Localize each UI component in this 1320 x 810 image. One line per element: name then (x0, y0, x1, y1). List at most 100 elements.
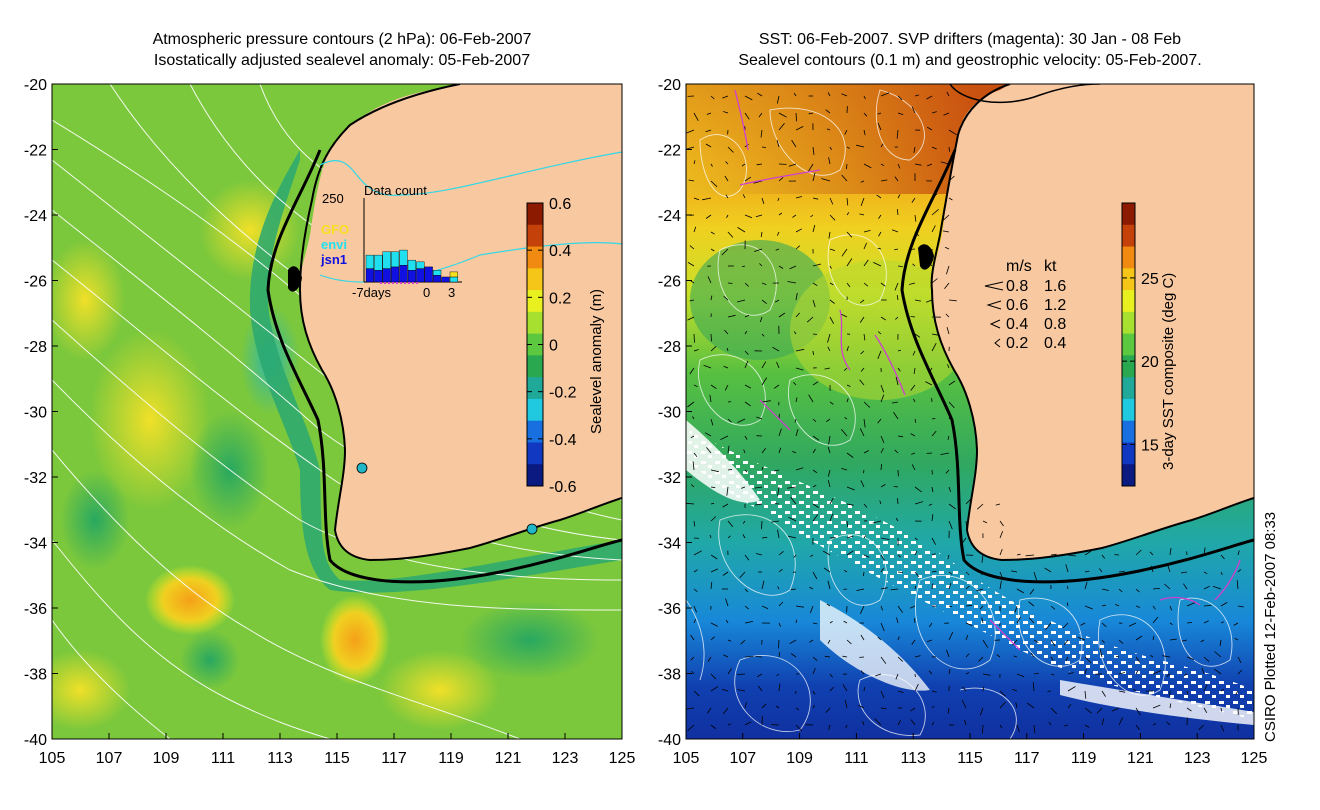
velocity-vector (863, 450, 869, 454)
velocity-vector (846, 550, 854, 556)
inset-bar (449, 271, 459, 278)
lon-tick-label: 125 (609, 750, 636, 767)
velocity-vector (1016, 616, 1021, 624)
velocity-vector (821, 178, 831, 182)
velocity-vector (690, 435, 695, 439)
colorbar-segment (1122, 333, 1135, 356)
velocity-vector (686, 129, 695, 134)
lat-tick-label: -40 (24, 732, 47, 749)
legend-arrows (984, 281, 1004, 348)
velocity-vector (897, 554, 901, 558)
velocity-vector (771, 520, 780, 523)
colorbar-segment (1122, 420, 1135, 443)
velocity-vector (863, 129, 866, 136)
colorbar-tick-label: -0.2 (549, 385, 577, 402)
velocity-vector (722, 503, 729, 508)
lon-tick-label: 113 (267, 750, 293, 767)
velocity-vector (689, 367, 695, 375)
velocity-vector (1096, 707, 1103, 714)
velocity-vector (810, 554, 814, 557)
legend-gfo: GFO (321, 222, 349, 237)
velocity-vector (757, 92, 763, 97)
velocity-vector (812, 503, 819, 508)
velocity-vector (829, 513, 834, 522)
velocity-vector (880, 447, 884, 454)
inset-bar (407, 270, 417, 283)
lat-tick-label: -30 (658, 405, 681, 422)
velocity-vector (812, 333, 818, 335)
velocity-vector (880, 537, 890, 540)
velocity-vector (710, 180, 718, 188)
velocity-vector (744, 605, 749, 610)
velocity-vector (1077, 636, 1086, 641)
velocity-vector (723, 295, 729, 301)
velocity-vector (914, 618, 916, 624)
velocity-vector (894, 176, 899, 182)
velocity-vector (761, 197, 765, 205)
velocity-vector (710, 469, 719, 473)
velocity-vector (1198, 724, 1205, 730)
velocity-vector (931, 111, 937, 114)
velocity-vector (761, 448, 767, 454)
velocity-vector (846, 486, 855, 491)
lat-tick-label: -34 (24, 536, 47, 553)
colorbar-tick-label: -0.4 (549, 432, 577, 449)
velocity-vector (897, 435, 904, 438)
velocity-vector (1045, 622, 1052, 631)
velocity-vector (846, 384, 851, 387)
velocity-vector (911, 106, 916, 114)
inset-xlabel-zero: 0 (423, 285, 430, 300)
velocity-vector (692, 416, 695, 420)
velocity-vector (1118, 717, 1124, 726)
velocity-vector (948, 380, 956, 386)
velocity-vector (691, 670, 695, 675)
velocity-vector (940, 161, 950, 165)
colorbar-segment (1122, 464, 1135, 487)
velocity-vector (827, 333, 831, 343)
velocity-vector (1220, 689, 1224, 692)
velocity-vector (792, 214, 797, 218)
velocity-vector (894, 449, 899, 454)
velocity-vector (741, 265, 746, 268)
cloud-mask (686, 420, 760, 503)
velocity-vector (910, 316, 916, 318)
legend-kt-value: 0.8 (1044, 316, 1066, 333)
velocity-vector (1067, 554, 1077, 557)
left-axes: 105 107 109 111 113 115 117 119 121 123 125 -20 -22 -… (24, 77, 636, 767)
colorbar-segment (527, 355, 543, 378)
velocity-vector (812, 469, 818, 474)
velocity-vector (727, 520, 734, 528)
velocity-vector (1201, 667, 1205, 675)
velocity-vector (880, 567, 884, 573)
velocity-vector (812, 668, 816, 675)
velocity-vector (826, 603, 831, 607)
colorbar-segment (527, 224, 543, 248)
velocity-vector (1084, 690, 1087, 699)
velocity-vector (859, 379, 865, 386)
left-colorbar-label: Sealevel anomaly (m) (588, 288, 605, 434)
velocity-vector (877, 350, 882, 360)
velocity-vector (806, 316, 814, 323)
velocity-vector (1084, 570, 1090, 573)
velocity-vector (860, 350, 865, 355)
velocity-vector (808, 394, 814, 403)
velocity-vector (1186, 622, 1193, 624)
velocity-vector (880, 622, 885, 632)
velocity-vector (792, 450, 797, 454)
velocity-vector (759, 263, 763, 267)
velocity-vector (940, 452, 950, 455)
velocity-vector (744, 469, 748, 473)
velocity-vector (812, 448, 816, 454)
velocity-vector (693, 349, 699, 352)
velocity-vector (744, 721, 752, 726)
velocity-vector (827, 446, 831, 454)
velocity-vector (863, 112, 868, 117)
velocity-vector (914, 299, 921, 302)
velocity-vector (1101, 622, 1107, 628)
velocity-vector (744, 384, 751, 389)
lat-tick-label: -32 (658, 470, 681, 487)
velocity-vector (693, 619, 697, 624)
velocity-vector (877, 331, 882, 335)
velocity-vector (945, 469, 950, 474)
lon-tick-label: 113 (900, 750, 926, 767)
